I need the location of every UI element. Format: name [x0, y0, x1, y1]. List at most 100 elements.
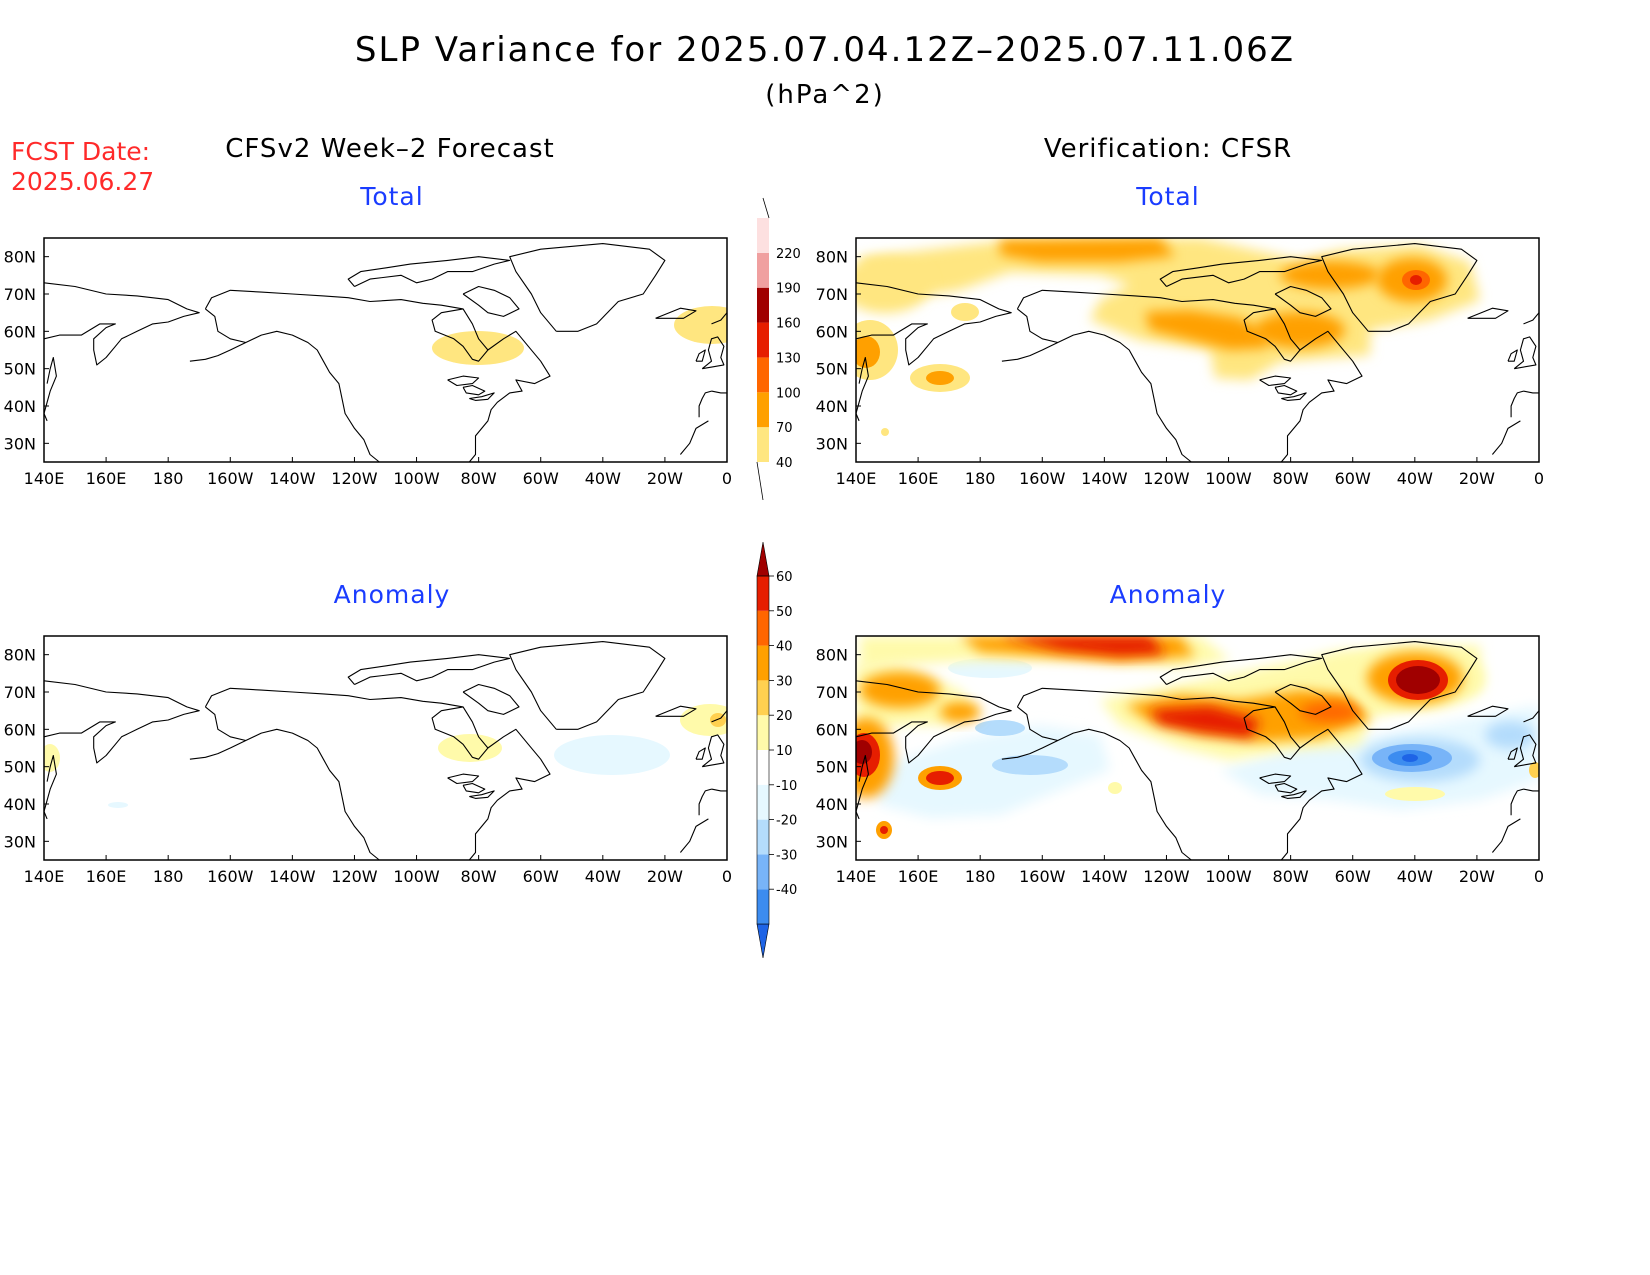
lon-tick-label: 180 — [965, 469, 996, 488]
lon-tick-label: 80W — [1273, 867, 1309, 886]
lon-tick-label: 160W — [207, 867, 254, 886]
colorbar-tick-label: -40 — [776, 883, 797, 898]
shade-region — [951, 303, 979, 321]
shade-region — [1385, 787, 1445, 801]
shade-region — [880, 826, 888, 834]
forecast-total-map — [43, 237, 728, 463]
lon-tick-label: 140W — [1081, 469, 1128, 488]
shade-region — [926, 371, 954, 385]
lon-tick-label: 0 — [1534, 867, 1544, 886]
verification-anomaly-label: Anomaly — [1109, 580, 1227, 609]
colorbar-tick-label: 40 — [776, 456, 793, 471]
shade-region — [870, 725, 1110, 818]
lat-tick-label: 80N — [816, 646, 848, 665]
lon-tick-label: 140E — [836, 867, 877, 886]
shade-region — [1255, 312, 1345, 348]
lon-tick-label: 60W — [1335, 469, 1371, 488]
shade-region — [680, 704, 727, 736]
shade-region — [881, 428, 889, 436]
lon-tick-label: 160E — [898, 469, 939, 488]
lon-tick-label: 40W — [1397, 469, 1433, 488]
lat-tick-label: 50N — [4, 758, 36, 777]
shade-region — [975, 720, 1025, 736]
shade-region — [1000, 238, 1175, 262]
colorbar-tick-label: 10 — [776, 744, 793, 759]
shade-region — [948, 658, 1032, 678]
shade-region — [1145, 310, 1270, 350]
colorbar-tick-label: -20 — [776, 814, 797, 829]
lat-tick-label: 30N — [4, 832, 36, 851]
lon-tick-label: 120W — [331, 469, 378, 488]
lon-tick-label: 120W — [331, 867, 378, 886]
lon-tick-label: 160W — [1019, 469, 1066, 488]
colorbar-tick-label: 50 — [776, 605, 793, 620]
anomaly-colorbar: -40 -30 -20 -10 10 20 30 40 50 60 — [756, 541, 797, 959]
verification-anomaly-map — [855, 635, 1540, 861]
lat-tick-label: 50N — [816, 758, 848, 777]
colorbar-swatch — [757, 287, 769, 323]
colorbar-swatch — [757, 357, 769, 393]
lat-tick-label: 30N — [4, 434, 36, 453]
verification-anomaly-shading — [856, 636, 1539, 839]
lat-tick-label: 70N — [816, 683, 848, 702]
lon-tick-label: 20W — [647, 867, 683, 886]
lon-tick-label: 60W — [523, 469, 559, 488]
forecast-anomaly-map — [43, 635, 728, 861]
lon-tick-label: 120W — [1143, 469, 1190, 488]
main-subtitle: (hPa^2) — [765, 80, 885, 110]
verification-total-label: Total — [1136, 182, 1200, 211]
colorbar-swatch — [757, 427, 769, 462]
forecast-total-label: Total — [360, 182, 424, 211]
shade-region — [856, 336, 880, 368]
lat-tick-label: 40N — [4, 397, 36, 416]
shade-region — [1000, 636, 1165, 656]
colorbar-tick-label: -10 — [776, 779, 797, 794]
shade-region — [1300, 702, 1360, 722]
shade-region — [108, 802, 128, 808]
lon-tick-label: 80W — [1273, 469, 1309, 488]
lat-tick-label: 60N — [816, 322, 848, 341]
lat-tick-label: 60N — [4, 720, 36, 739]
shade-region — [1402, 754, 1418, 762]
lon-tick-label: 0 — [722, 867, 732, 886]
lon-tick-label: 100W — [1205, 469, 1252, 488]
lon-tick-label: 160E — [898, 867, 939, 886]
lon-tick-label: 140E — [24, 867, 65, 886]
colorbar-swatch — [757, 252, 769, 288]
colorbar-tick-label: 100 — [776, 386, 801, 401]
lon-tick-label: 140W — [269, 867, 316, 886]
lon-tick-label: 160E — [86, 469, 127, 488]
lon-tick-label: 140E — [24, 469, 65, 488]
lon-tick-label: 0 — [1534, 469, 1544, 488]
lat-tick-label: 60N — [4, 322, 36, 341]
colorbar-tick-label: 60 — [776, 570, 793, 585]
colorbar-tick-label: 160 — [776, 317, 801, 332]
colorbar-swatch — [757, 322, 769, 358]
lon-tick-label: 120W — [1143, 867, 1190, 886]
main-title: SLP Variance for 2025.07.04.12Z–2025.07.… — [354, 30, 1296, 70]
lat-tick-label: 80N — [816, 248, 848, 267]
lat-tick-label: 50N — [816, 360, 848, 379]
lon-tick-label: 0 — [722, 469, 732, 488]
coastline — [43, 243, 728, 463]
shade-region — [1150, 706, 1260, 738]
lon-tick-label: 100W — [393, 867, 440, 886]
forecast-anomaly-label: Anomaly — [333, 580, 451, 609]
lon-tick-label: 160W — [207, 469, 254, 488]
map-axes: 140E 160E 180 160W 140W 120W 100W 80W 60W 40W 20W 0… — [4, 248, 1544, 886]
shade-region — [1529, 762, 1539, 778]
lon-tick-label: 180 — [153, 867, 184, 886]
lat-tick-label: 30N — [816, 434, 848, 453]
colorbar-tick-label: 30 — [776, 674, 793, 689]
lat-tick-label: 70N — [816, 285, 848, 304]
lon-tick-label: 20W — [1459, 867, 1495, 886]
shade-region — [856, 257, 930, 313]
lon-tick-label: 160W — [1019, 867, 1066, 886]
colorbar-tick-label: 220 — [776, 247, 801, 262]
lon-tick-label: 60W — [523, 867, 559, 886]
lon-tick-label: 180 — [153, 469, 184, 488]
lon-tick-label: 40W — [585, 867, 621, 886]
lon-tick-label: 140W — [269, 469, 316, 488]
colorbar-tick-label: 70 — [776, 421, 793, 436]
